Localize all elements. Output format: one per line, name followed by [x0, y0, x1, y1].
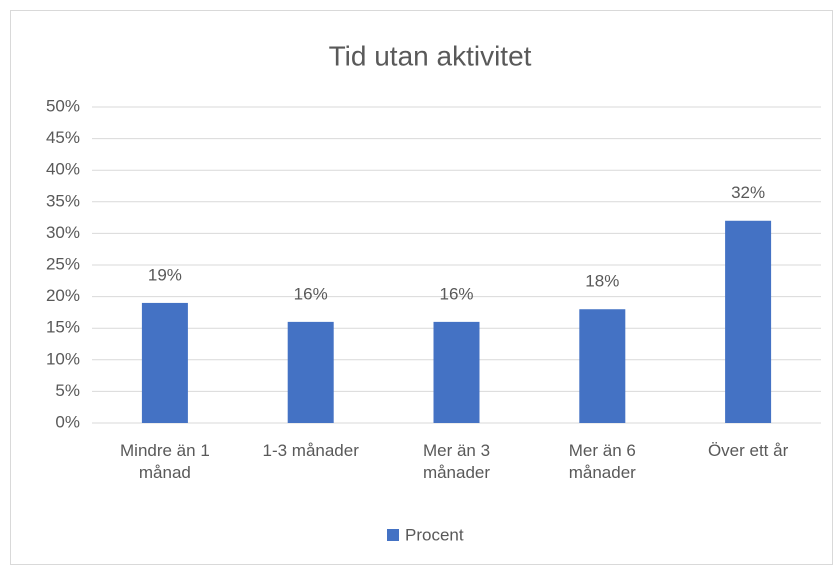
- y-tick-label: 10%: [46, 349, 80, 368]
- chart-border: [10, 10, 833, 565]
- x-tick-label: Mer än 6 månader: [568, 441, 636, 482]
- y-tick-label: 50%: [46, 96, 80, 115]
- x-tick-label: Mer än 3 månader: [422, 441, 491, 482]
- y-tick-label: 35%: [46, 191, 80, 210]
- x-tick-label: 1-3 månader: [262, 441, 359, 460]
- data-label: 19%: [148, 265, 182, 284]
- y-tick-label: 20%: [46, 286, 80, 305]
- bar: [141, 302, 188, 423]
- data-label: 18%: [585, 272, 619, 291]
- data-label: 32%: [731, 183, 765, 202]
- legend-label: Procent: [405, 525, 464, 544]
- x-tick-label: Mindre än 1 månad: [120, 441, 210, 482]
- y-tick-label: 15%: [46, 318, 80, 337]
- bar: [287, 321, 334, 423]
- x-tick-label: Över ett år: [707, 441, 789, 460]
- y-tick-label: 45%: [46, 128, 80, 147]
- data-label: 16%: [294, 284, 328, 303]
- y-tick-label: 25%: [46, 254, 80, 273]
- y-tick-label: 40%: [46, 160, 80, 179]
- y-tick-label: 5%: [55, 381, 80, 400]
- bar: [433, 321, 480, 423]
- y-tick-label: 0%: [55, 412, 80, 431]
- legend-swatch: [387, 529, 399, 541]
- data-label: 16%: [439, 284, 473, 303]
- chart-title: Tid utan aktivitet: [329, 40, 532, 71]
- y-tick-label: 30%: [46, 223, 80, 242]
- bar: [579, 309, 626, 423]
- bar: [725, 220, 772, 423]
